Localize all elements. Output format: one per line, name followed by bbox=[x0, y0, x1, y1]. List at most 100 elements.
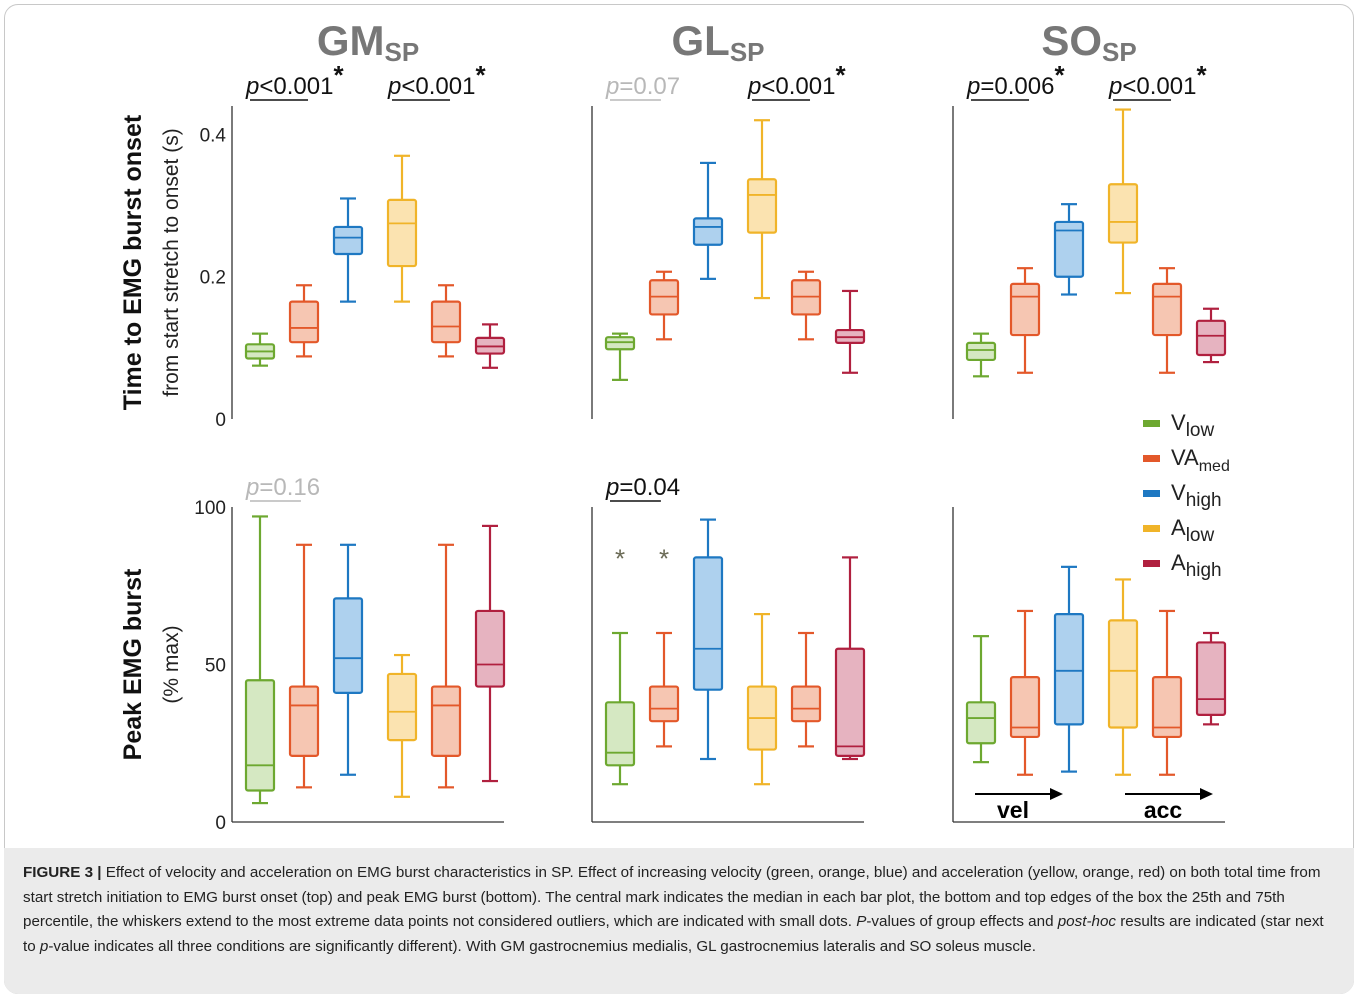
iqr-box bbox=[692, 556, 724, 691]
iqr-box bbox=[648, 685, 680, 723]
legend-item: Ahigh bbox=[1143, 550, 1222, 581]
legend-label-subscript: high bbox=[1186, 490, 1222, 511]
box-v-low bbox=[604, 332, 636, 381]
column-title: GMSP bbox=[317, 17, 419, 67]
box-a-high bbox=[1195, 307, 1227, 364]
p-value-label: p<0.001* bbox=[747, 60, 846, 100]
iqr-box bbox=[790, 685, 822, 723]
panel: p=0.006* p<0.001* bbox=[952, 60, 1227, 419]
legend-label: Ahigh bbox=[1171, 550, 1222, 581]
p-value-label: p=0.07 bbox=[605, 73, 680, 100]
iqr-box bbox=[288, 685, 320, 757]
iqr-box bbox=[1151, 675, 1183, 739]
box-va-med bbox=[288, 543, 320, 789]
panel: vel acc bbox=[952, 507, 1227, 823]
box-a-low bbox=[1107, 578, 1139, 776]
legend-item: Vlow bbox=[1143, 410, 1214, 441]
box-a-high bbox=[474, 524, 506, 783]
box-v-high bbox=[332, 197, 364, 303]
box-a-high bbox=[834, 556, 866, 761]
iqr-box bbox=[386, 198, 418, 268]
box-a-high bbox=[474, 323, 506, 369]
y-tick-label: 50 bbox=[205, 656, 226, 677]
column-title-main: GL bbox=[671, 17, 729, 64]
p-value: <0.001 bbox=[401, 73, 475, 100]
significance-star: * bbox=[835, 60, 846, 90]
box-v-high bbox=[1053, 565, 1085, 773]
box-va-med bbox=[1151, 609, 1183, 776]
p-letter: p bbox=[245, 73, 259, 100]
caption-post-hoc: post-hoc bbox=[1057, 913, 1116, 930]
p-value-label: p<0.001* bbox=[387, 60, 486, 100]
p-value: =0.16 bbox=[259, 474, 320, 501]
p-letter: p bbox=[387, 73, 401, 100]
panel: 00.20.4p<0.001* p<0.001* bbox=[200, 60, 506, 431]
box-va-med bbox=[1009, 267, 1041, 374]
box-v-low bbox=[604, 631, 636, 786]
iqr-box bbox=[1151, 282, 1183, 337]
iqr-box bbox=[965, 341, 997, 362]
box-va-med bbox=[648, 270, 680, 341]
iqr-box bbox=[746, 178, 778, 234]
iqr-box bbox=[332, 225, 364, 256]
p-letter: p bbox=[1108, 73, 1122, 100]
y-tick-label: 0 bbox=[215, 410, 226, 431]
iqr-box bbox=[1053, 612, 1085, 726]
p-value-label: p=0.04 bbox=[605, 474, 680, 501]
outlier-marker: * bbox=[659, 543, 669, 573]
p-value: <0.001 bbox=[259, 73, 333, 100]
legend-label-subscript: med bbox=[1199, 458, 1230, 475]
iqr-box bbox=[1107, 183, 1139, 244]
p-value-label: p<0.001* bbox=[245, 60, 344, 100]
y-tick-label: 100 bbox=[194, 498, 226, 519]
p-value-label: p=0.16 bbox=[245, 474, 320, 501]
iqr-box bbox=[430, 300, 462, 344]
arrow-label-vel: vel bbox=[997, 797, 1029, 823]
box-v-low bbox=[244, 332, 276, 367]
iqr-box bbox=[474, 609, 506, 688]
box-v-high bbox=[692, 161, 724, 280]
iqr-box bbox=[386, 672, 418, 742]
box-a-high bbox=[1195, 631, 1227, 726]
legend-swatch bbox=[1143, 490, 1160, 497]
row-sublabel: (% max) bbox=[160, 625, 183, 703]
column-title-subscript: SP bbox=[1102, 37, 1137, 67]
box-va-med bbox=[430, 284, 462, 358]
iqr-box bbox=[288, 300, 320, 344]
iqr-box bbox=[1195, 641, 1227, 717]
caption-p-italic: P bbox=[856, 913, 867, 930]
caption-text-2: -values of group effects and bbox=[866, 913, 1058, 930]
legend-item: VAmed bbox=[1143, 445, 1230, 475]
row-label: Time to EMG burst onset bbox=[119, 114, 147, 410]
box-a-low bbox=[386, 653, 418, 798]
legend-label-subscript: low bbox=[1186, 420, 1215, 441]
arrow-head bbox=[1050, 788, 1063, 800]
legend-label: VAmed bbox=[1171, 445, 1230, 475]
p-letter: p bbox=[966, 73, 980, 100]
box-va-med bbox=[288, 284, 320, 358]
iqr-box bbox=[1009, 282, 1041, 337]
column-title: GLSP bbox=[671, 17, 764, 67]
iqr-box bbox=[1195, 319, 1227, 357]
box-a-low bbox=[1107, 108, 1139, 295]
box-va-med bbox=[790, 270, 822, 341]
box-va-med bbox=[790, 631, 822, 748]
p-value: <0.001 bbox=[761, 73, 835, 100]
legend-label-base: V bbox=[1171, 480, 1186, 505]
iqr-box bbox=[965, 701, 997, 745]
box-a-low bbox=[746, 119, 778, 300]
column-title: SOSP bbox=[1041, 17, 1136, 67]
p-value: <0.001 bbox=[1122, 73, 1196, 100]
legend-swatch bbox=[1143, 420, 1160, 427]
box-a-low bbox=[746, 612, 778, 786]
arrow-head bbox=[1200, 788, 1213, 800]
legend-swatch bbox=[1143, 560, 1160, 567]
box-va-med bbox=[430, 543, 462, 789]
legend-swatch bbox=[1143, 455, 1160, 462]
iqr-box bbox=[604, 336, 636, 351]
legend: Vlow VAmed Vhigh Alow Ahigh bbox=[1143, 410, 1230, 581]
legend-label-base: A bbox=[1171, 550, 1186, 575]
panel: * * p=0.04 bbox=[591, 474, 866, 823]
y-tick-label: 0 bbox=[215, 813, 226, 834]
outlier-marker: * bbox=[615, 543, 625, 573]
